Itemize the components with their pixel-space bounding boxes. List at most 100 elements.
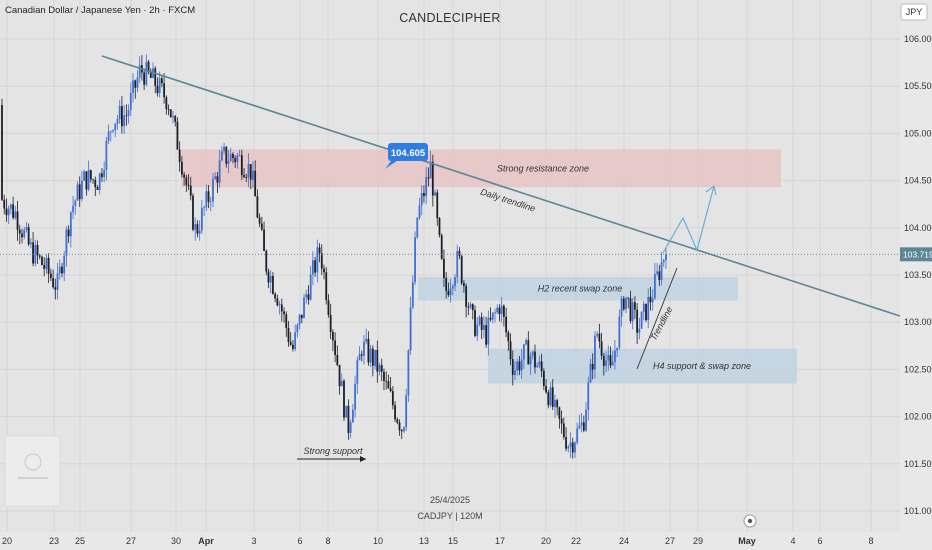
candle-body: [620, 298, 623, 317]
candle-body: [567, 446, 570, 449]
candle-body: [163, 83, 166, 98]
candle-body: [125, 115, 128, 117]
candle-body: [194, 224, 197, 230]
candle-body: [298, 314, 301, 325]
candle-body: [49, 273, 52, 279]
candle-body: [9, 204, 12, 209]
candle-body: [636, 309, 639, 333]
candles: [1, 54, 667, 459]
candle-body: [218, 160, 221, 183]
candle-body: [207, 191, 210, 202]
support-arrow-head: [360, 456, 366, 462]
candle-body: [283, 311, 285, 315]
candle-body: [467, 306, 470, 308]
price-axis[interactable]: 106.000 105.500 105.000 104.500 104.000 103.5…: [900, 34, 932, 516]
candle-body: [456, 251, 459, 278]
candle-body: [34, 245, 37, 264]
candle-body: [147, 61, 150, 73]
date-label: 25/4/2025: [430, 495, 470, 505]
candle-body: [220, 151, 223, 161]
candle-body: [558, 407, 561, 419]
candle-body: [407, 350, 410, 396]
candle-body: [447, 290, 450, 296]
candle-body: [454, 277, 456, 287]
candle-body: [307, 294, 310, 300]
candle-body: [400, 430, 403, 432]
candle-body: [160, 78, 163, 84]
candle-body: [356, 360, 359, 384]
timeframe-label: CADJPY | 120M: [417, 511, 482, 521]
candle-body: [536, 365, 539, 368]
candle-body: [256, 196, 259, 218]
candle-body: [387, 381, 390, 389]
candle-body: [87, 170, 90, 190]
candle-body: [236, 155, 239, 163]
candle-body: [287, 328, 290, 342]
candle-body: [183, 174, 186, 178]
candle-body: [380, 365, 383, 372]
candle-body: [374, 349, 376, 366]
candle-body: [420, 193, 423, 206]
candle-body: [409, 307, 412, 351]
candle-body: [296, 324, 299, 333]
candle-body: [394, 405, 396, 420]
candle-body: [589, 363, 592, 383]
candle-body: [336, 355, 339, 366]
candle-body: [285, 314, 288, 329]
zones: Strong resistance zone H2 recent swap zon…: [181, 149, 797, 384]
currency-label[interactable]: JPY: [906, 7, 923, 17]
candle-body: [487, 317, 490, 345]
candle-body: [383, 371, 385, 381]
candle-body: [542, 371, 545, 387]
currency-selector[interactable]: JPY: [900, 3, 928, 21]
y-tick-label: 104.000: [904, 223, 932, 233]
candle-body: [38, 255, 41, 257]
candle-body: [58, 266, 61, 274]
candle-body: [61, 266, 63, 274]
candle-body: [505, 316, 508, 333]
candle-body: [378, 365, 381, 372]
candle-body: [471, 304, 474, 311]
candle-body: [385, 380, 388, 382]
candle-body: [371, 348, 374, 366]
candle-body: [229, 153, 232, 162]
candle-body: [76, 184, 79, 201]
projection-arrow-head: [705, 185, 717, 196]
x-tick-label: 8: [868, 536, 873, 546]
candle-body: [123, 115, 126, 127]
candle-body: [574, 442, 576, 453]
time-axis[interactable]: 20 23 25 27 30 Apr 3 6 8 10 13 15 17 20 22 24 27 29 May 4 6 8: [2, 536, 874, 546]
candle-body: [514, 370, 516, 375]
candle-body: [300, 314, 303, 319]
candle-body: [611, 362, 614, 366]
candle-body: [638, 328, 641, 333]
candle-body: [602, 355, 605, 366]
candle-body: [29, 242, 32, 245]
candle-body: [23, 229, 26, 238]
candle-body: [560, 418, 563, 424]
candle-body: [347, 405, 350, 433]
x-tick-label: 23: [49, 536, 59, 546]
candle-body: [67, 229, 70, 237]
x-tick-label: 29: [693, 536, 703, 546]
go-to-date-button[interactable]: [743, 514, 757, 528]
candle-body: [645, 303, 647, 321]
candle-body: [360, 354, 363, 356]
candle-body: [112, 130, 114, 132]
candle-body: [265, 250, 268, 272]
candle-body: [78, 184, 81, 200]
candle-body: [607, 355, 610, 361]
time-axis-background: [0, 532, 932, 550]
y-tick-label: 104.500: [904, 176, 932, 186]
x-tick-label: 3: [251, 536, 256, 546]
candle-body: [500, 305, 503, 315]
h4-support-zone-label: H4 support & swap zone: [653, 361, 751, 371]
candle-body: [531, 351, 534, 356]
candle-body: [474, 310, 476, 336]
candle-body: [609, 355, 612, 366]
candle-body: [54, 287, 57, 290]
candle-body: [460, 255, 463, 284]
candle-body: [136, 77, 139, 88]
candle-body: [414, 237, 416, 283]
